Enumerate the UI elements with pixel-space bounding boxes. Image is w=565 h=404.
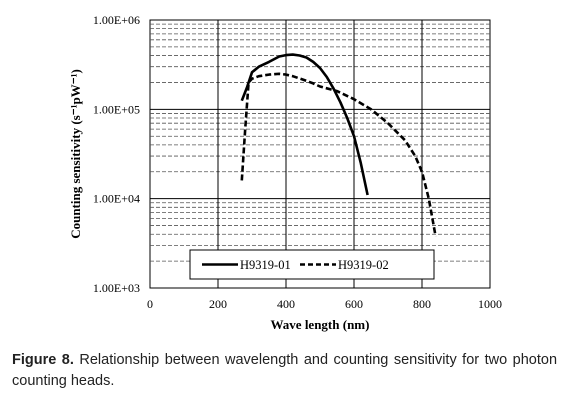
- caption-label: Figure 8.: [12, 352, 74, 368]
- plot-area: [149, 19, 491, 289]
- y-axis-title: Counting sensitivity (s⁻¹pW⁻¹): [68, 69, 83, 239]
- series-line-1: [240, 53, 369, 196]
- x-tick-label: 400: [277, 297, 295, 311]
- caption-text: Relationship between wavelength and coun…: [12, 352, 558, 389]
- legend: H9319-01 H9319-02: [189, 249, 435, 280]
- x-axis: 0 200 400 600 800 1000: [147, 297, 502, 311]
- legend-label-series-1: H9319-01: [240, 258, 291, 272]
- chart: 1.00E+03 1.00E+04 1.00E+05 1.00E+06 0 200 400…: [68, 13, 502, 332]
- x-tick-label: 800: [413, 297, 431, 311]
- y-axis: 1.00E+03 1.00E+04 1.00E+05 1.00E+06: [93, 13, 140, 295]
- series-layer: [240, 53, 437, 237]
- y-tick-label: 1.00E+04: [93, 192, 140, 206]
- x-tick-label: 0: [147, 297, 153, 311]
- legend-label-series-2: H9319-02: [338, 258, 389, 272]
- y-tick-label: 1.00E+03: [93, 281, 140, 295]
- figure-caption: Figure 8. Relationship between wavelengt…: [12, 350, 557, 392]
- y-tick-label: 1.00E+05: [93, 102, 140, 116]
- y-tick-label: 1.00E+06: [93, 13, 140, 27]
- x-tick-label: 1000: [478, 297, 502, 311]
- x-tick-label: 200: [209, 297, 227, 311]
- series-line-2: [240, 72, 437, 237]
- x-axis-title: Wave length (nm): [271, 317, 370, 332]
- x-tick-label: 600: [345, 297, 363, 311]
